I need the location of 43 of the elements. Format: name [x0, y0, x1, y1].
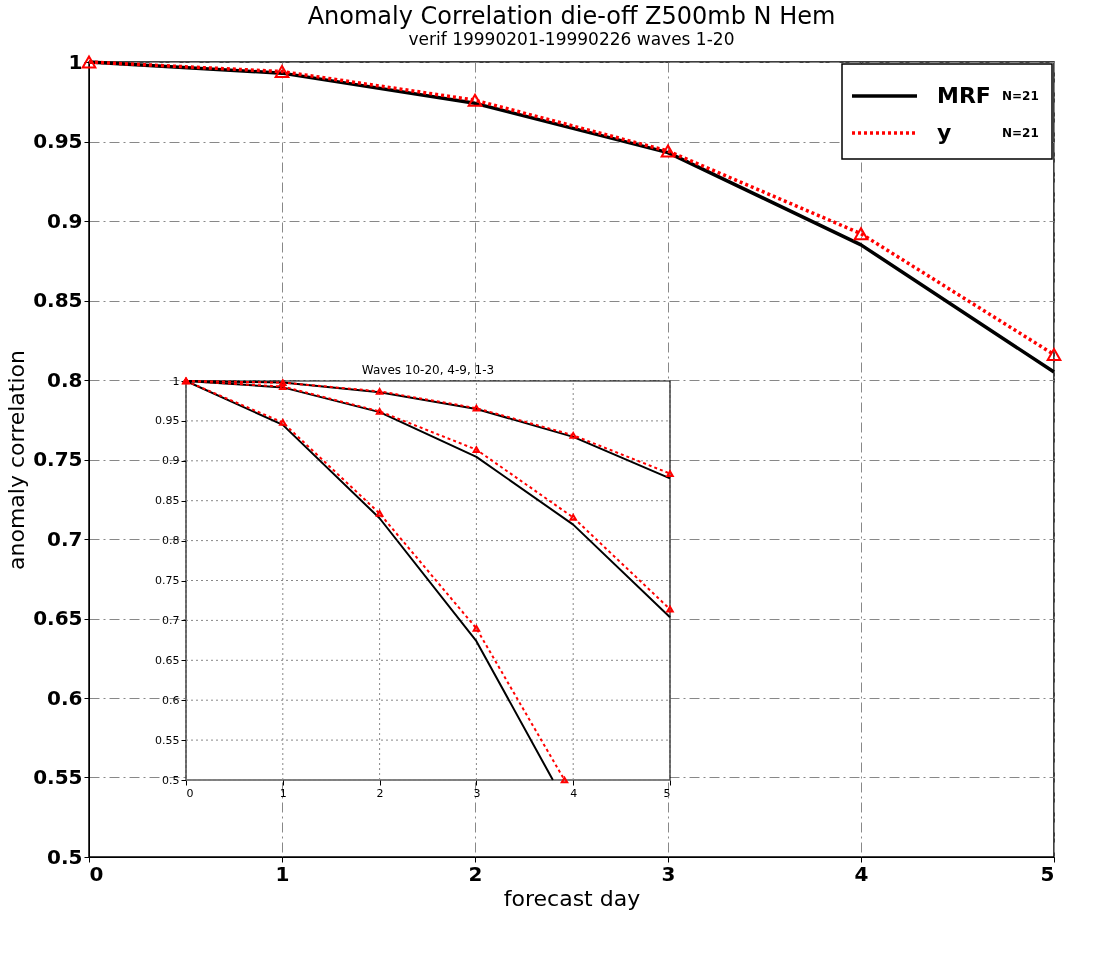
- y-tick-label: 0.9: [162, 454, 180, 468]
- y-tick-label: 0.95: [155, 414, 180, 428]
- y-tick-label: 0.85: [33, 288, 83, 312]
- annotation: N=21: [1002, 126, 1039, 140]
- y-tick-label: 0.65: [155, 653, 180, 667]
- chart-title: Waves 10-20, 4-9, 1-3: [361, 363, 495, 377]
- y-tick-label: 0.75: [155, 574, 180, 587]
- x-tick-label: 3: [473, 786, 481, 800]
- y-tick-label: 0.55: [33, 765, 83, 789]
- legend-label: y: [937, 120, 952, 145]
- x-tick-label: 3: [661, 861, 676, 886]
- y-tick-label: 0.75: [33, 447, 83, 471]
- y-tick-label: 0.7: [162, 613, 180, 627]
- x-tick-label: 4: [854, 861, 869, 886]
- x-tick-label: 2: [468, 861, 483, 886]
- legend-label: MRF: [937, 83, 991, 108]
- y-tick-label: 0.85: [155, 494, 180, 508]
- y-tick-label: 0.9: [47, 208, 83, 233]
- y-tick-label: 0.55: [155, 733, 180, 747]
- x-tick-label: 0: [89, 861, 104, 886]
- y-tick-label: 0.8: [162, 534, 180, 548]
- y-tick-label: 0.5: [47, 844, 83, 869]
- annotation: N=21: [1002, 89, 1039, 103]
- x-tick-label: 5: [663, 786, 671, 800]
- y-tick-label: 0.6: [162, 693, 180, 707]
- chart-subtitle: verif 19990201-19990226 waves 1-20: [408, 29, 735, 49]
- x-tick-label: 5: [1040, 861, 1055, 886]
- y-axis-title: anomaly correlation: [4, 350, 30, 570]
- x-tick-label: 1: [275, 861, 290, 886]
- x-tick-label: 2: [376, 786, 384, 800]
- x-tick-label: 1: [279, 786, 287, 800]
- y-tick-label: 0.95: [33, 129, 83, 153]
- chart-title: Anomaly Correlation die-off Z500mb N Hem: [307, 2, 836, 30]
- x-tick-label: 4: [570, 786, 578, 800]
- y-tick-label: 0.5: [162, 773, 180, 787]
- x-tick-label: 0: [186, 786, 194, 800]
- y-tick-label: 0.8: [47, 367, 83, 392]
- y-tick-label: 1: [172, 374, 180, 388]
- y-tick-label: 0.7: [47, 526, 83, 551]
- y-tick-label: 0.6: [47, 685, 83, 710]
- y-tick-label: 0.65: [33, 606, 83, 630]
- y-tick-label: 1: [68, 49, 83, 74]
- x-axis-title: forecast day: [503, 885, 641, 911]
